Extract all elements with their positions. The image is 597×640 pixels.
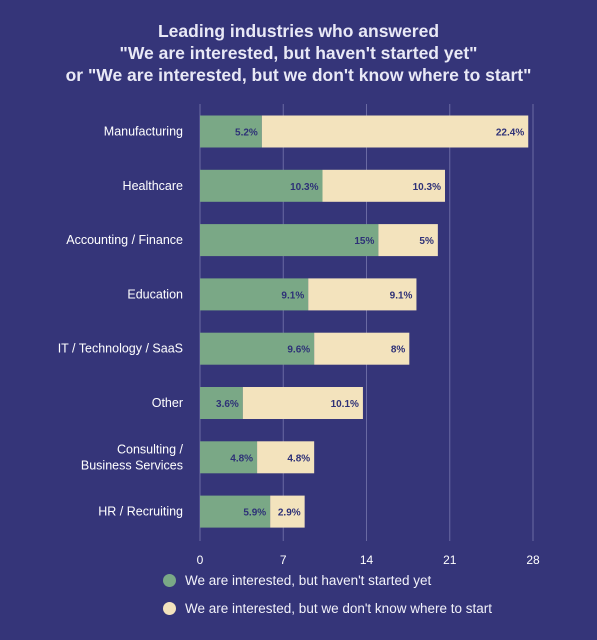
bar-segment-started-not — [200, 115, 262, 148]
x-tick-label: 7 — [280, 553, 287, 567]
data-label-dont-know: 9.1% — [390, 290, 413, 301]
data-label-started-not: 5.2% — [235, 128, 258, 139]
category-label-line: HR / Recruiting — [98, 505, 183, 519]
legend-swatch-dont-know — [163, 602, 176, 615]
category-label: Education — [127, 287, 183, 301]
data-label-dont-know: 4.8% — [287, 453, 310, 464]
category-label-line: Other — [152, 396, 183, 410]
legend-label-started-not: We are interested, but haven't started y… — [185, 573, 432, 588]
chart-title-line-2: "We are interested, but haven't started … — [119, 43, 478, 63]
x-tick-label: 28 — [526, 553, 540, 567]
data-label-dont-know: 22.4% — [496, 128, 524, 139]
x-tick-label: 21 — [443, 553, 457, 567]
bar-segment-started-not — [200, 224, 379, 257]
data-label-started-not: 10.3% — [290, 182, 318, 193]
category-label-line: Business Services — [81, 458, 183, 472]
bar-segment-dont-know — [314, 332, 410, 365]
category-label-line: Healthcare — [123, 179, 183, 193]
bar-segment-dont-know — [322, 169, 445, 202]
x-tick-label: 14 — [360, 553, 374, 567]
category-label: IT / Technology / SaaS — [58, 342, 183, 356]
data-label-started-not: 9.1% — [281, 290, 304, 301]
category-label-line: Accounting / Finance — [66, 233, 183, 247]
x-tick-label: 0 — [197, 553, 204, 567]
bar-segment-dont-know — [242, 387, 363, 419]
legend-item-started-not: We are interested, but haven't started y… — [163, 573, 431, 588]
category-label: Manufacturing — [104, 125, 183, 139]
bar-segment-dont-know — [261, 115, 529, 148]
data-label-started-not: 5.9% — [243, 508, 266, 519]
bar-segment-started-not — [200, 332, 315, 365]
data-label-dont-know: 2.9% — [278, 508, 301, 519]
category-label-line: Education — [127, 287, 183, 301]
legend-swatch-started-not — [163, 574, 176, 587]
data-label-started-not: 15% — [354, 236, 374, 247]
bar-segment-started-not — [200, 495, 271, 528]
bar-segment-started-not — [200, 441, 258, 474]
data-label-dont-know: 8% — [391, 345, 406, 356]
category-label-line: Manufacturing — [104, 125, 183, 139]
bar-segment-started-not — [200, 387, 243, 419]
data-label-dont-know: 10.3% — [413, 182, 441, 193]
chart-title-line-3: or "We are interested, but we don't know… — [65, 65, 532, 85]
category-label: Consulting / Business Services — [81, 442, 184, 472]
bar-segment-dont-know — [270, 495, 305, 528]
data-label-dont-know: 10.1% — [331, 399, 359, 410]
category-label: Accounting / Finance — [66, 233, 183, 247]
chart-title-line-1: Leading industries who answered — [157, 21, 440, 41]
bar-segment-dont-know — [308, 278, 417, 311]
data-label-started-not: 9.6% — [287, 345, 310, 356]
legend-item-dont-know: We are interested, but we don't know whe… — [163, 601, 492, 616]
data-label-started-not: 4.8% — [230, 453, 253, 464]
chart-title: Leading industries who answered "We are … — [0, 20, 597, 86]
bar-segment-started-not — [200, 169, 323, 202]
data-label-dont-know: 5% — [419, 236, 434, 247]
bar-segment-dont-know — [257, 441, 315, 474]
bar-segment-started-not — [200, 278, 309, 311]
category-label: Healthcare — [123, 179, 183, 193]
legend-label-dont-know: We are interested, but we don't know whe… — [185, 601, 492, 616]
category-label: Other — [152, 396, 183, 410]
data-label-started-not: 3.6% — [216, 399, 239, 410]
bar-segment-dont-know — [378, 224, 438, 257]
category-label-line: Consulting / — [117, 442, 184, 456]
category-label: HR / Recruiting — [98, 505, 183, 519]
category-label-line: IT / Technology / SaaS — [58, 342, 183, 356]
